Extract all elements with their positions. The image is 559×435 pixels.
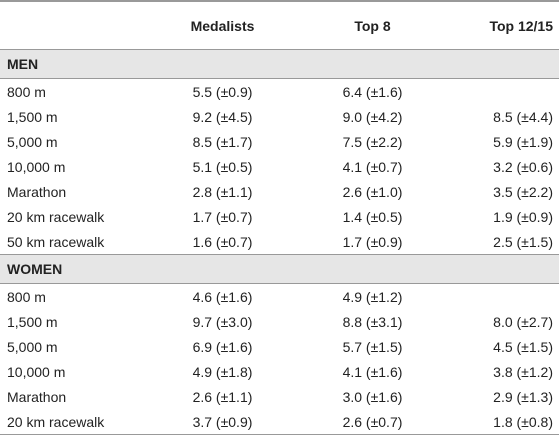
value-cell: 4.1 (±1.6) [342, 363, 403, 380]
row-label: 5,000 m [7, 133, 58, 150]
section-row: MEN [0, 49, 559, 79]
value-cell: 1.9 (±0.9) [493, 208, 553, 225]
row-label: Marathon [7, 388, 67, 405]
value-cell: 9.7 (±3.0) [192, 313, 253, 330]
empty-cell [460, 79, 559, 105]
value-cell: 2.6 (±1.1) [192, 388, 253, 405]
data-row: Marathon 2.8 (±1.1) 2.6 (±1.0) 3.5 (±2.2) [0, 179, 559, 204]
value-cell: 9.0 (±4.2) [342, 108, 403, 125]
row-label: 800 m [7, 83, 46, 100]
value-cell: 4.5 (±1.5) [493, 338, 553, 355]
data-row: 1,500 m 9.7 (±3.0) 8.8 (±3.1) 8.0 (±2.7) [0, 309, 559, 334]
value-cell: 9.2 (±4.5) [192, 108, 253, 125]
header-cell: Medalists [160, 1, 285, 50]
value-cell: 4.9 (±1.8) [192, 363, 253, 380]
row-label: 800 m [7, 288, 46, 305]
section-title: MEN [0, 49, 559, 79]
data-row: 20 km racewalk 1.7 (±0.7) 1.4 (±0.5) 1.9 (±… [0, 204, 559, 229]
data-row: 5,000 m 8.5 (±1.7) 7.5 (±2.2) 5.9 (±1.9) [0, 129, 559, 154]
value-cell: 6.9 (±1.6) [192, 338, 253, 355]
value-cell: 5.7 (±1.5) [342, 338, 403, 355]
value-cell: 8.0 (±2.7) [493, 313, 553, 330]
value-cell: 5.9 (±1.9) [493, 133, 553, 150]
value-cell: 1.7 (±0.7) [192, 208, 253, 225]
header-row: Medalists Top 8 Top 12/15 [0, 1, 559, 50]
row-label: 20 km racewalk [7, 208, 105, 225]
value-cell: 4.1 (±0.7) [342, 158, 403, 175]
value-cell: 7.5 (±2.2) [342, 133, 403, 150]
data-row: 20 km racewalk 3.7 (±0.9) 2.6 (±0.7) 1.8 (±… [0, 409, 559, 435]
value-cell: 1.8 (±0.8) [493, 413, 553, 430]
row-label: Marathon [7, 183, 67, 200]
row-label: 50 km racewalk [7, 233, 105, 250]
value-cell: 2.6 (±1.0) [342, 183, 403, 200]
value-cell: 4.6 (±1.6) [192, 288, 253, 305]
value-cell: 2.6 (±0.7) [342, 413, 403, 430]
row-label: 5,000 m [7, 338, 58, 355]
value-cell: 4.9 (±1.2) [342, 288, 403, 305]
header-cell: Top 8 [285, 1, 460, 50]
data-row: 10,000 m 4.9 (±1.8) 4.1 (±1.6) 3.8 (±1.2) [0, 359, 559, 384]
data-row: 800 m 5.5 (±0.9) 6.4 (±1.6) [0, 79, 559, 105]
row-label: 10,000 m [7, 363, 66, 380]
data-row: 50 km racewalk 1.6 (±0.7) 1.7 (±0.9) 2.5 (±… [0, 229, 559, 255]
value-cell: 3.0 (±1.6) [342, 388, 403, 405]
header-cell [0, 1, 160, 50]
data-row: 5,000 m 6.9 (±1.6) 5.7 (±1.5) 4.5 (±1.5) [0, 334, 559, 359]
row-label: 1,500 m [7, 313, 58, 330]
value-cell: 3.8 (±1.2) [493, 363, 553, 380]
value-cell: 8.5 (±4.4) [493, 108, 553, 125]
section-title: WOMEN [0, 254, 559, 284]
value-cell: 8.8 (±3.1) [342, 313, 403, 330]
row-label: 10,000 m [7, 158, 66, 175]
value-cell: 1.6 (±0.7) [192, 233, 253, 250]
row-label: 1,500 m [7, 108, 58, 125]
value-cell: 5.1 (±0.5) [192, 158, 253, 175]
data-row: 800 m 4.6 (±1.6) 4.9 (±1.2) [0, 284, 559, 310]
data-row: Marathon 2.6 (±1.1) 3.0 (±1.6) 2.9 (±1.3) [0, 384, 559, 409]
value-cell: 8.5 (±1.7) [192, 133, 253, 150]
table-body: MEN 800 m 5.5 (±0.9) 6.4 (±1.6) 1,500 m 9.2 (… [0, 49, 559, 435]
value-cell: 1.7 (±0.9) [342, 233, 403, 250]
value-cell: 5.5 (±0.9) [192, 83, 253, 100]
empty-cell [460, 284, 559, 310]
value-cell: 2.8 (±1.1) [192, 183, 253, 200]
value-cell: 1.4 (±0.5) [342, 208, 403, 225]
value-cell: 2.5 (±1.5) [493, 233, 553, 250]
data-row: 10,000 m 5.1 (±0.5) 4.1 (±0.7) 3.2 (±0.6) [0, 154, 559, 179]
value-cell: 3.7 (±0.9) [192, 413, 253, 430]
row-label: 20 km racewalk [7, 413, 105, 430]
value-cell: 3.2 (±0.6) [493, 158, 553, 175]
value-cell: 2.9 (±1.3) [493, 388, 553, 405]
header-cell: Top 12/15 [460, 1, 559, 50]
value-cell: 6.4 (±1.6) [342, 83, 403, 100]
data-row: 1,500 m 9.2 (±4.5) 9.0 (±4.2) 8.5 (±4.4) [0, 104, 559, 129]
value-cell: 3.5 (±2.2) [493, 183, 553, 200]
section-row: WOMEN [0, 254, 559, 284]
